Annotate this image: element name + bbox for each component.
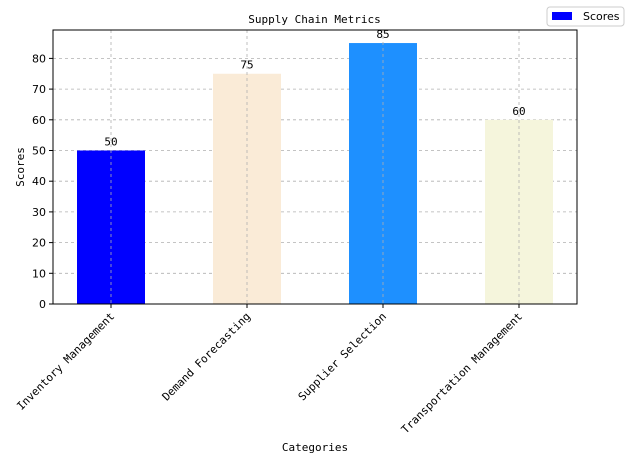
x-tick-label: Demand Forecasting (160, 310, 253, 403)
x-axis-ticks: Inventory Management Demand Forecasting Su… (14, 304, 525, 436)
bar (77, 150, 145, 304)
chart-title: Supply Chain Metrics (248, 13, 380, 26)
y-tick-label: 70 (32, 83, 46, 96)
bars (77, 43, 553, 305)
x-axis-label: Categories (282, 441, 348, 454)
data-label: 75 (240, 59, 253, 72)
y-tick-label: 10 (32, 267, 46, 280)
x-tick-label: Supplier Selection (296, 310, 389, 403)
legend-frame (546, 6, 625, 27)
legend-swatch (552, 12, 572, 20)
y-tick-label: 80 (32, 52, 46, 65)
x-tick-label: Transportation Management (399, 310, 525, 436)
data-labels: 50 75 85 60 (104, 28, 525, 148)
y-tick-label: 60 (32, 114, 46, 127)
data-label: 60 (512, 105, 525, 118)
y-tick-label: 0 (39, 298, 46, 311)
data-label: 85 (376, 28, 389, 41)
y-axis-ticks: 0 10 20 30 40 50 60 70 80 (32, 52, 53, 311)
y-tick-label: 40 (32, 175, 46, 188)
vertical-grid-lines (110, 30, 520, 304)
y-tick-label: 20 (32, 237, 46, 250)
legend: Scores (546, 6, 625, 27)
data-label: 50 (104, 135, 117, 148)
y-tick-label: 30 (32, 206, 46, 219)
x-tick-label: Inventory Management (14, 310, 117, 413)
y-axis-label: Scores (14, 147, 27, 187)
plot-frame (52, 29, 578, 305)
legend-label: Scores (583, 10, 620, 23)
y-tick-label: 50 (32, 144, 46, 157)
